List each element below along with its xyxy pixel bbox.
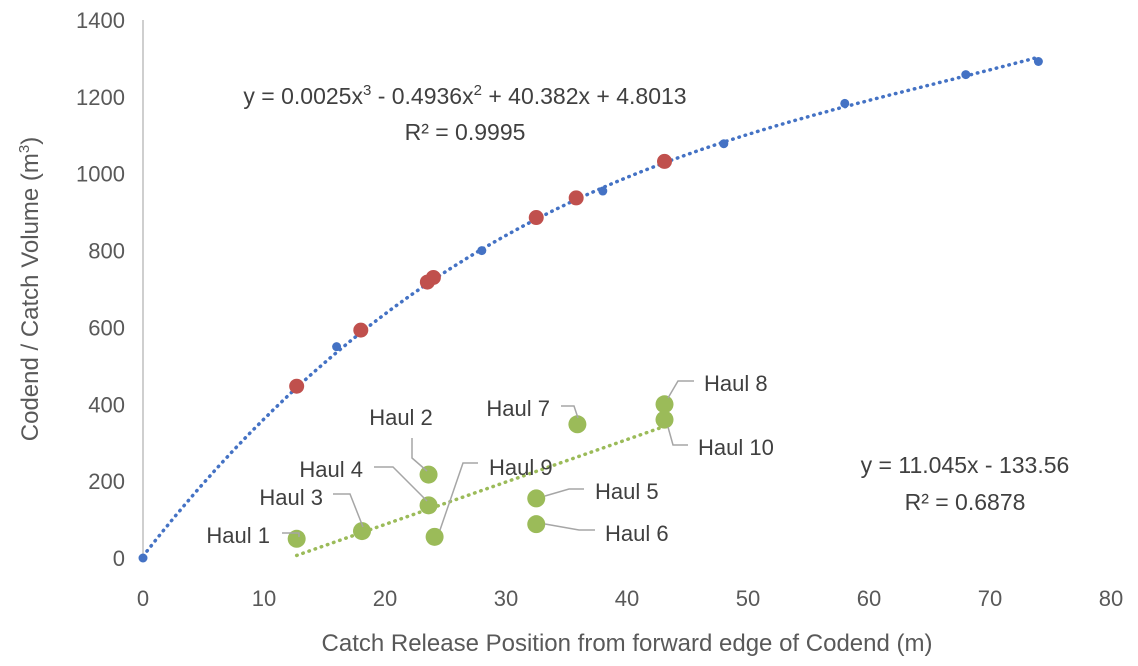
y-tick-label: 800 — [88, 239, 125, 264]
y-tick-label: 400 — [88, 392, 125, 417]
poly-eq-part-1: y = 0.0025x — [243, 83, 363, 109]
haul-label: Haul 7 — [486, 396, 550, 421]
y-tick-label: 0 — [113, 546, 125, 571]
codend-volume-point — [1033, 57, 1043, 67]
y-axis-title-close: ) — [17, 137, 44, 145]
haul-label: Haul 1 — [206, 523, 270, 548]
x-tick-label: 40 — [615, 586, 639, 611]
codend-volume-point — [598, 186, 608, 196]
haul-label-leader — [374, 466, 428, 502]
codend-volume-at-release-point — [657, 153, 673, 169]
codend-volume-point — [477, 246, 487, 256]
haul-label-leader — [544, 488, 584, 497]
x-tick-label: 30 — [494, 586, 518, 611]
haul-label: Haul 2 — [369, 405, 433, 430]
codend-volume-point — [332, 342, 342, 352]
x-tick-label: 80 — [1099, 586, 1123, 611]
y-tick-label: 200 — [88, 469, 125, 494]
y-tick-label: 600 — [88, 315, 125, 340]
poly-eq-sup-2: 2 — [474, 82, 482, 99]
haul-label-leader — [667, 426, 688, 446]
svg-text:Codend / Catch Volume (m3): Codend / Catch Volume (m3) — [16, 137, 44, 441]
x-tick-label: 20 — [373, 586, 397, 611]
polynomial-trendline-equation: y = 0.0025x3 - 0.4936x2 + 40.382x + 4.80… — [243, 82, 686, 109]
y-axis-title-superscript: 3 — [16, 145, 33, 153]
x-tick-label: 50 — [736, 586, 760, 611]
catch-volume-point — [655, 395, 674, 414]
catch-volume-point — [419, 496, 438, 515]
catch-volume-point — [353, 522, 372, 541]
data-points — [138, 57, 1043, 563]
haul-label-leader — [544, 523, 595, 531]
x-axis-ticks: 0 10 20 30 40 50 60 70 80 — [137, 586, 1123, 611]
poly-eq-part-2: - 0.4936x — [371, 83, 474, 109]
polynomial-trendline-r2: R² = 0.9995 — [405, 119, 526, 145]
codend-volume-at-release-point — [425, 269, 441, 285]
y-axis-title: Codend / Catch Volume (m3) — [16, 137, 44, 441]
y-axis-title-text: Codend / Catch Volume (m — [17, 153, 44, 441]
haul-label-leader — [439, 462, 478, 531]
haul-label-leader — [333, 493, 364, 528]
haul-label: Haul 3 — [259, 485, 323, 510]
codend-volume-at-release-point — [528, 210, 544, 226]
catch-volume-point — [527, 489, 546, 508]
haul-label: Haul 10 — [698, 435, 774, 460]
haul-label: Haul 5 — [595, 479, 659, 504]
catch-volume-point — [655, 410, 674, 429]
codend-volume-at-release-point — [353, 322, 369, 338]
linear-trendline-r2: R² = 0.6878 — [905, 489, 1026, 515]
haul-label: Haul 4 — [299, 457, 363, 482]
x-tick-label: 60 — [857, 586, 881, 611]
haul-label-leader — [282, 532, 300, 537]
poly-eq-sup-3: 3 — [363, 82, 371, 99]
x-tick-label: 0 — [137, 586, 149, 611]
y-tick-label: 1000 — [76, 162, 125, 187]
haul-label: Haul 6 — [605, 521, 669, 546]
haul-label-leader — [411, 438, 428, 472]
codend-volume-at-release-point — [568, 190, 584, 206]
linear-trendline-equation: y = 11.045x - 133.56 — [861, 452, 1070, 478]
catch-volume-point — [425, 527, 444, 546]
codend-volume-point — [719, 139, 729, 149]
y-axis: 0 200 400 600 800 1000 1200 1400 — [76, 8, 144, 571]
haul-label-leaders — [282, 380, 694, 537]
x-tick-label: 10 — [252, 586, 276, 611]
codend-volume-point — [840, 98, 850, 108]
polynomial-trendline — [141, 55, 1041, 558]
trendlines — [141, 55, 1041, 558]
haul-label-leader — [561, 405, 579, 419]
poly-eq-part-3: + 40.382x + 4.8013 — [482, 83, 687, 109]
haul-label: Haul 9 — [489, 455, 553, 480]
catch-volume-point — [568, 415, 587, 434]
haul-label: Haul 8 — [704, 371, 768, 396]
x-tick-label: 70 — [978, 586, 1002, 611]
catch-volume-point — [527, 515, 546, 534]
codend-volume-at-release-point — [289, 378, 305, 394]
y-tick-label: 1200 — [76, 85, 125, 110]
haul-label-leader — [667, 380, 694, 399]
catch-volume-point — [419, 465, 438, 484]
catch-volume-point — [287, 529, 306, 548]
haul-labels: Haul 1 Haul 2 Haul 3 Haul 4 Haul 5 Haul 6 Haul… — [206, 371, 773, 548]
x-axis-title: Catch Release Position from forward edge… — [322, 630, 933, 657]
y-tick-label: 1400 — [76, 8, 125, 33]
codend-volume-point — [961, 70, 971, 80]
codend-volume-point — [138, 553, 148, 563]
